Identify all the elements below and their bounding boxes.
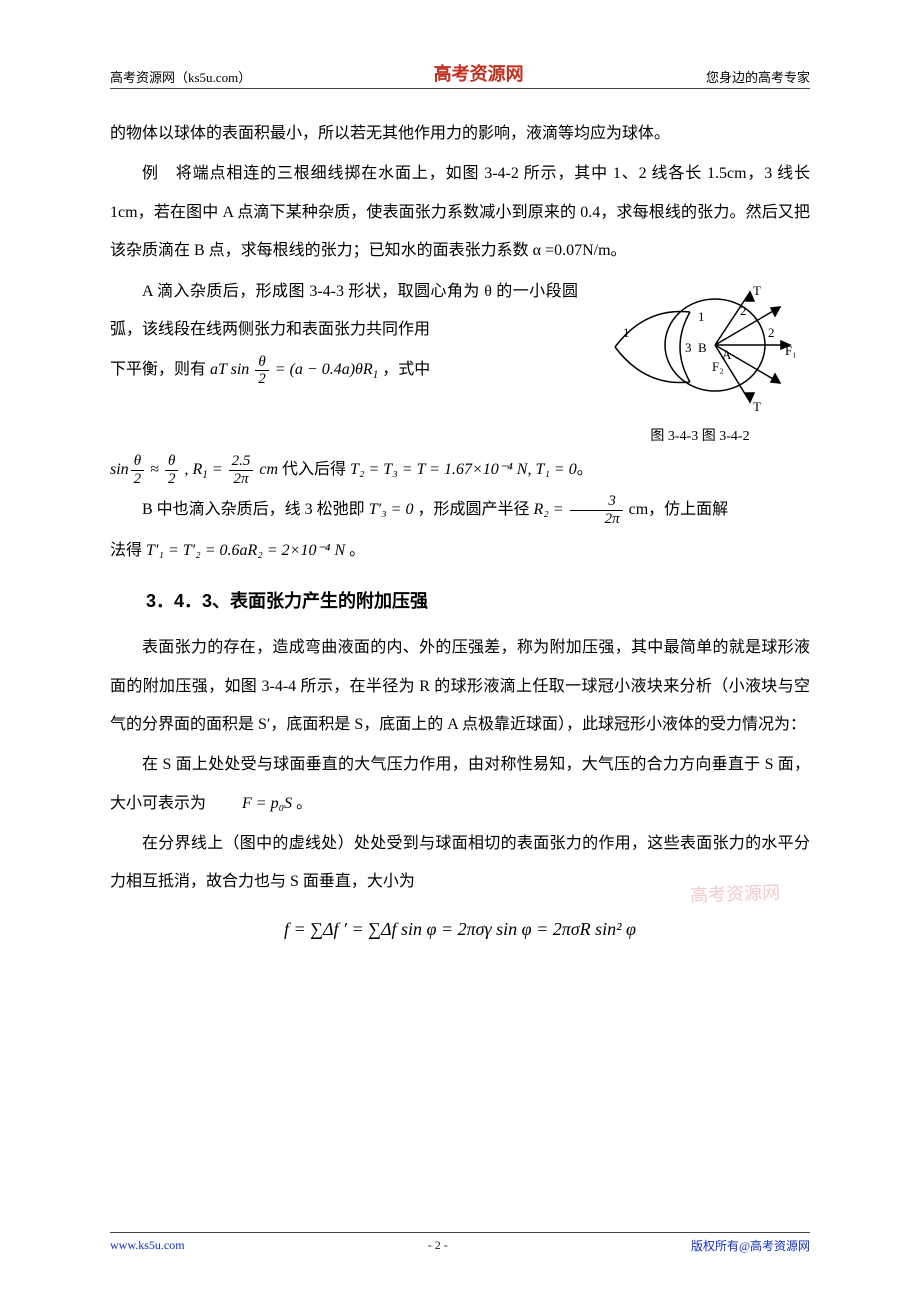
eq-f-sum: f = ∑Δf ′ = ∑Δf sin φ = 2πσγ sin φ = 2πσ…: [110, 908, 810, 951]
p5-start: 法得: [110, 542, 142, 559]
footer-url: www.ks5u.com: [110, 1238, 185, 1253]
p4-mid: ，形成圆产半径: [417, 501, 529, 518]
label-1: 1: [623, 325, 630, 340]
label-T-top: T: [753, 283, 761, 298]
para-sin-approx: sinθ2 ≈ θ2 , R1 = 2.52π cm 代入后得 T₂ = T₃ …: [110, 451, 810, 489]
header-center-logo: 高考资源网: [434, 60, 524, 86]
label-T-bottom: T: [753, 399, 761, 414]
den: 2: [255, 371, 269, 388]
eq-T12p: T′₁ = T′₂ = 0.6aR₂ = 2×10⁻⁴ N: [146, 542, 345, 559]
label-3: 3: [685, 340, 692, 355]
n2: θ: [165, 453, 179, 471]
header-left: 高考资源网（ks5u.com）: [110, 67, 251, 86]
eq-lhs: aT sin: [210, 361, 249, 378]
page-footer: www.ks5u.com - 2 - 版权所有@高考资源网: [110, 1232, 810, 1254]
eq-R2: R₂ = 32π: [533, 501, 628, 518]
r1lbl: , R: [184, 461, 202, 478]
label-2-top: 2: [740, 303, 747, 318]
r1d: 2π: [229, 471, 254, 488]
num: θ: [255, 354, 269, 372]
page-body: 的物体以球体的表面积最小，所以若无其他作用力的影响，液滴等均应为球体。 例 将端…: [110, 115, 810, 951]
para-B-drop: B 中也滴入杂质后，线 3 松弛即 T′₃ = 0 ，形成圆产半径 R₂ = 3…: [110, 491, 810, 529]
para-additional-pressure: 表面张力的存在，造成弯曲液面的内、外的压强差，称为附加压强，其中最简单的就是球形…: [110, 629, 810, 744]
para-boundary-tension: 在分界线上（图中的虚线处）处处受到与球面相切的表面张力的作用，这些表面张力的水平…: [110, 825, 810, 902]
eq-T3p: T′₃ = 0: [369, 501, 414, 518]
text-prefix: 下平衡，则有: [110, 361, 206, 378]
r1sub: 1: [202, 469, 208, 481]
label-B: B: [698, 340, 707, 355]
label-2-right: 2: [768, 325, 775, 340]
r1u: cm: [259, 461, 278, 478]
diagram-svg: 1 1 2 2 3 B A T T F₁ F₂: [590, 277, 810, 417]
eq-sub: 1: [373, 370, 379, 382]
p7-end: 。: [296, 795, 312, 812]
n1: θ: [131, 453, 145, 471]
heading-3-4-3: 3．4．3、表面张力产生的附加压强: [110, 580, 810, 623]
para-continued: 的物体以球体的表面积最小，所以若无其他作用力的影响，液滴等均应为球体。: [110, 115, 810, 153]
figure-and-text-block: 1 1 2 2 3 B A T T F₁ F₂ 图 3-4-3 图 3-4-2: [110, 273, 810, 451]
eq-F-p0S: F = p₀S: [242, 795, 292, 812]
eq-rhs: = (a − 0.4a)θR: [275, 361, 373, 378]
text-suffix: ，式中: [382, 361, 430, 378]
para-example: 例 将端点相连的三根细线掷在水面上，如图 3-4-2 所示，其中 1、2 线各长…: [110, 155, 810, 270]
label-1b: 1: [698, 309, 705, 324]
p4-start: B 中也滴入杂质后，线 3 松弛即: [142, 501, 365, 518]
r1n: 2.5: [229, 453, 254, 471]
p5-end: 。: [349, 542, 365, 559]
p4-end: cm，仿上面解: [629, 501, 729, 518]
text-sub-in: 代入后得: [282, 461, 346, 478]
footer-page-number: - 2 -: [428, 1238, 448, 1253]
figure-3-4-3: 1 1 2 2 3 B A T T F₁ F₂ 图 3-4-3 图 3-4-2: [590, 277, 810, 447]
d2: 2: [165, 471, 179, 488]
para-B-result: 法得 T′₁ = T′₂ = 0.6aR₂ = 2×10⁻⁴ N 。: [110, 532, 810, 570]
para-atmos-force: 在 S 面上处处受与球面垂直的大气压力作用，由对称性易知，大气压的合力方向垂直于…: [110, 746, 810, 823]
page-header: 高考资源网（ks5u.com） 高考资源网 您身边的高考专家: [110, 60, 810, 89]
r2lbl: R₂ =: [533, 501, 567, 518]
eq-sin-approx: sinθ2 ≈ θ2 , R1 = 2.52π cm: [110, 461, 282, 478]
footer-copyright: 版权所有@高考资源网: [691, 1237, 810, 1254]
p7-text: 在 S 面上处处受与球面垂直的大气压力作用，由对称性易知，大气压的合力方向垂直于…: [110, 756, 810, 811]
header-right: 您身边的高考专家: [706, 67, 810, 86]
label-F1: F₁: [785, 343, 797, 358]
r2d: 2π: [570, 511, 623, 528]
r2n: 3: [570, 493, 623, 511]
figure-caption: 图 3-4-3 图 3-4-2: [590, 427, 810, 447]
eq-aT-sin: aT sin θ2 = (a − 0.4a)θR1: [210, 361, 382, 378]
d1: 2: [131, 471, 145, 488]
label-F2: F₂: [712, 359, 724, 374]
page: 高考资源网（ks5u.com） 高考资源网 您身边的高考专家 的物体以球体的表面…: [0, 0, 920, 1302]
eq-T-result: T₂ = T₃ = T = 1.67×10⁻⁴ N, T₁ = 0: [350, 461, 577, 478]
approx: ≈: [150, 461, 163, 478]
